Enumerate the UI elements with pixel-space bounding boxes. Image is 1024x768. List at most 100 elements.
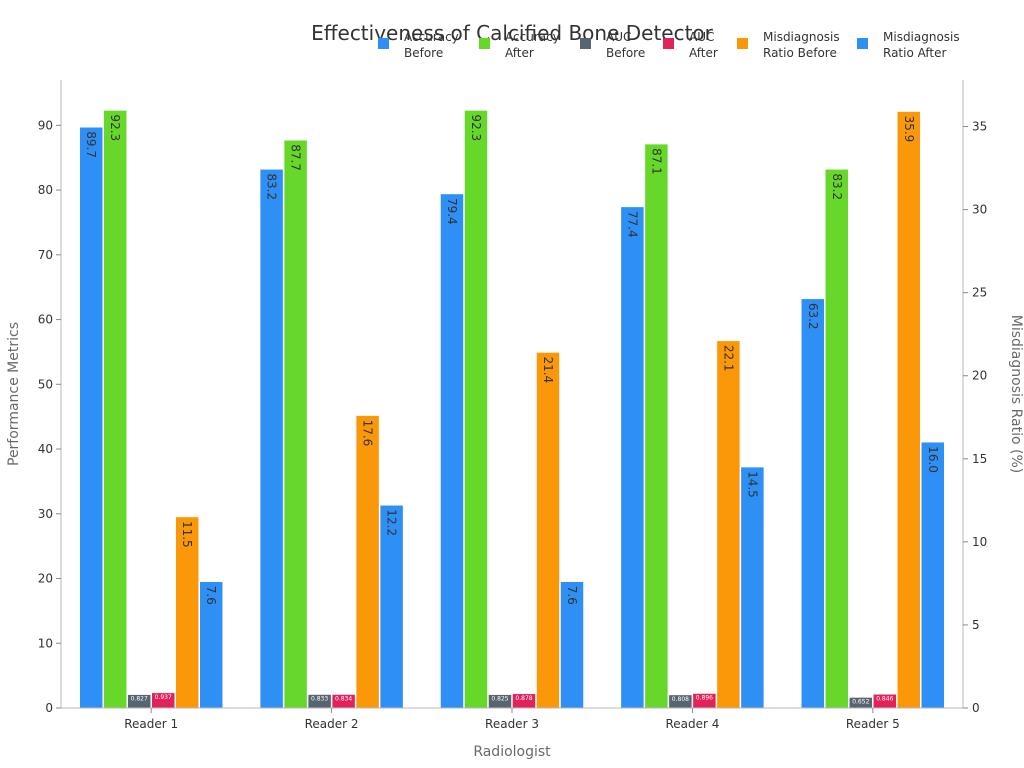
legend-label: After: [505, 46, 534, 60]
y-axis-left-title: Performance Metrics: [6, 322, 22, 466]
data-label: 77.4: [625, 211, 639, 238]
data-label: 87.1: [649, 148, 663, 175]
legend-item: Accuracy After: [479, 30, 560, 60]
legend-swatch: [580, 38, 591, 49]
data-label: 14.5: [745, 471, 759, 498]
bar-misdiagnosis-ratio-after-5: [921, 441, 945, 709]
bar-accuracy-after-2: [283, 139, 308, 709]
legend-label: Before: [404, 46, 443, 60]
legend-label: Before: [606, 46, 645, 60]
legend-label: Misdiagnosis: [883, 30, 960, 44]
data-label: 92.3: [469, 114, 483, 141]
data-label: 16.0: [926, 446, 940, 473]
legend-label: Misdiagnosis: [763, 30, 840, 44]
y-right-tick-label: 10: [972, 535, 987, 549]
x-tick-label: Reader 3: [485, 717, 539, 731]
legend-item: Misdiagnosis Ratio Before: [737, 30, 840, 60]
y-left-tick-label: 90: [38, 118, 53, 132]
data-label: 0.878: [515, 695, 532, 702]
y-right-tick-label: 0: [972, 701, 980, 715]
data-label: 0.834: [335, 696, 352, 703]
data-label: 0.827: [131, 696, 148, 703]
legend-item: AUC Before: [580, 30, 645, 60]
y-right-tick-label: 30: [972, 203, 987, 217]
data-label: 83.2: [265, 173, 279, 200]
legend-label: Accuracy: [505, 30, 560, 44]
data-label: 87.7: [289, 144, 303, 171]
data-label: 63.2: [806, 303, 820, 330]
y-left-tick-label: 30: [38, 507, 53, 521]
bar-accuracy-before-3: [440, 193, 464, 709]
data-label: 0.652: [852, 698, 869, 705]
y-right-tick-label: 15: [972, 452, 987, 466]
bar-accuracy-after-3: [464, 110, 488, 709]
data-label: 83.2: [830, 173, 844, 200]
legend-label: After: [689, 46, 718, 60]
y-left-tick-label: 70: [38, 248, 53, 262]
y-left-tick-label: 40: [38, 442, 53, 456]
x-tick-label: Reader 1: [124, 717, 178, 731]
bar-accuracy-before-5: [801, 298, 825, 709]
y-right-tick-label: 20: [972, 369, 987, 383]
data-label: 17.6: [361, 420, 375, 447]
legend-label: Ratio Before: [763, 46, 837, 60]
bar-misdiagnosis-ratio-before-2: [355, 415, 380, 709]
y-left-tick-label: 10: [38, 636, 53, 650]
legend-swatch: [663, 38, 674, 49]
data-label: 0.833: [311, 696, 328, 703]
legend-label: Ratio After: [883, 46, 947, 60]
x-tick-label: Reader 5: [846, 717, 900, 731]
y-right-tick-label: 25: [972, 286, 987, 300]
y-axis-right-title: Misdiagnosis Ratio (%): [1008, 315, 1024, 474]
bar-misdiagnosis-ratio-before-5: [897, 111, 921, 709]
legend-swatch: [479, 38, 490, 49]
data-label: 7.6: [565, 586, 579, 605]
bar-accuracy-before-4: [620, 206, 645, 709]
legend-label: AUC: [606, 30, 631, 44]
bar-accuracy-after-1: [103, 110, 127, 709]
axes-group: 0 10 20 30 40 50 60 70 80 90 0 5 10 15 20 25 30 35 Reader …: [38, 80, 987, 731]
data-label: 0.825: [491, 696, 508, 703]
legend-label: Accuracy: [404, 30, 459, 44]
bar-misdiagnosis-ratio-before-4: [716, 340, 741, 709]
y-right-tick-label: 5: [972, 618, 980, 632]
x-axis-title: Radiologist: [473, 744, 551, 760]
data-label: 89.7: [84, 131, 98, 158]
data-label: 21.4: [541, 356, 555, 383]
legend-swatch: [378, 38, 389, 49]
bars-group: 89.7 83.2 79.4 77.4 63.2 92.3 87.7 92.3 87.1 83.2…: [79, 110, 945, 709]
bar-misdiagnosis-ratio-before-3: [536, 352, 560, 709]
data-label: 92.3: [108, 114, 122, 141]
y-left-tick-label: 20: [38, 572, 53, 586]
x-tick-label: Reader 4: [665, 717, 719, 731]
bar-accuracy-before-1: [79, 127, 103, 709]
y-left-tick-label: 60: [38, 313, 53, 327]
bar-accuracy-before-2: [259, 169, 284, 709]
data-label: 11.5: [180, 521, 194, 548]
data-label: 0.937: [155, 694, 172, 701]
bar-accuracy-after-5: [825, 169, 849, 709]
y-right-tick-label: 35: [972, 120, 987, 134]
data-label: 22.1: [721, 345, 735, 372]
legend: AccuracyBeforeAccuracyAfterAUCBeforeAUCA…: [378, 30, 960, 60]
legend-item: AUC After: [663, 30, 718, 60]
data-label: 0.808: [672, 696, 689, 703]
y-left-tick-label: 80: [38, 183, 53, 197]
legend-swatch: [737, 38, 748, 49]
data-label: 79.4: [445, 198, 459, 225]
data-label: 35.9: [902, 116, 916, 143]
legend-label: AUC: [689, 30, 714, 44]
y-left-tick-label: 0: [45, 701, 53, 715]
y-left-tick-label: 50: [38, 377, 53, 391]
bar-misdiagnosis-ratio-after-4: [740, 466, 765, 709]
data-label: 12.2: [385, 509, 399, 536]
legend-swatch: [857, 38, 868, 49]
data-label: 0.846: [876, 695, 893, 702]
legend-item: Misdiagnosis Ratio After: [857, 30, 960, 60]
x-tick-label: Reader 2: [305, 717, 359, 731]
data-label: 0.896: [696, 694, 713, 701]
legend-item: Accuracy Before: [378, 30, 459, 60]
data-label: 7.6: [204, 586, 218, 605]
